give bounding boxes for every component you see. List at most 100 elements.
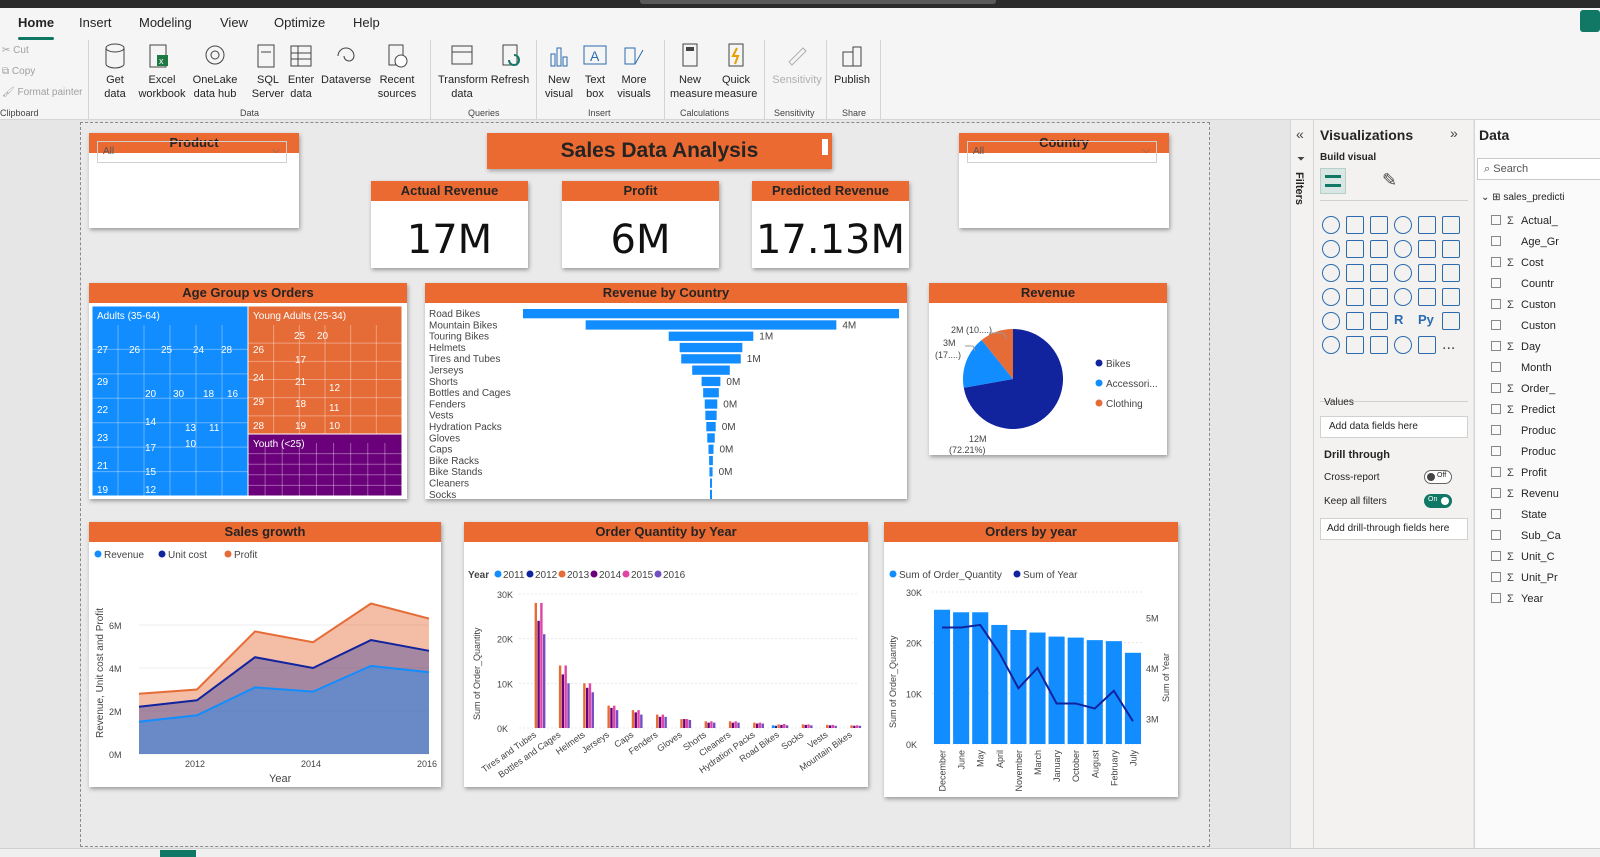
tab-insert[interactable]: Insert	[79, 15, 112, 30]
orders-by-year[interactable]: Orders by year Sum of Order_Quantity Sum …	[884, 522, 1178, 813]
field-checkbox[interactable]	[1491, 446, 1501, 456]
area-icon[interactable]	[1346, 240, 1364, 258]
field-item[interactable]: Σ Year	[1491, 593, 1543, 605]
order-quantity-by-year[interactable]: Order Quantity by Year Year 2011 2012 2013 2…	[464, 522, 868, 803]
narrative-icon[interactable]	[1370, 336, 1388, 354]
more-visuals-dots-icon[interactable]: ...	[1442, 336, 1456, 353]
funnel-viz-icon[interactable]	[1322, 264, 1340, 282]
field-item[interactable]: State	[1491, 509, 1547, 521]
line-column-icon[interactable]	[1394, 240, 1412, 258]
field-checkbox[interactable]	[1491, 530, 1501, 540]
table-node[interactable]: ⌄ ⊞ sales_predicti	[1481, 192, 1565, 203]
field-item[interactable]: Σ Order_	[1491, 383, 1555, 395]
field-item[interactable]: Σ Predict	[1491, 404, 1555, 416]
kpi-icon[interactable]	[1442, 288, 1460, 306]
field-item[interactable]: Produc	[1491, 425, 1556, 437]
waterfall-icon[interactable]	[1442, 240, 1460, 258]
treemap-icon[interactable]	[1418, 264, 1436, 282]
dataverse-button[interactable]: Dataverse	[321, 42, 371, 87]
revenue-by-country-funnel[interactable]: Revenue by Country Road Bikes Mountain Bi…	[425, 283, 907, 501]
tab-optimize[interactable]: Optimize	[274, 15, 326, 30]
more-visuals-button[interactable]: More visuals	[614, 42, 654, 101]
tab-view[interactable]: View	[220, 15, 248, 30]
pie-icon[interactable]	[1370, 264, 1388, 282]
donut-icon[interactable]	[1394, 264, 1412, 282]
field-item[interactable]: Custon	[1491, 320, 1556, 332]
field-item[interactable]: Countr	[1491, 278, 1554, 290]
field-item[interactable]: Σ Day	[1491, 341, 1541, 353]
stacked-bar-icon[interactable]	[1322, 216, 1340, 234]
age-group-treemap[interactable]: Age Group vs Orders Adults (35-64) Young …	[89, 283, 407, 499]
country-dropdown[interactable]: All ⌵	[967, 141, 1157, 163]
field-checkbox[interactable]	[1491, 320, 1501, 330]
excel-workbook-button[interactable]: x Excel workbook	[138, 42, 186, 101]
expand-icon[interactable]: »	[1450, 125, 1458, 141]
card-icon[interactable]	[1394, 288, 1412, 306]
table-viz-icon[interactable]	[1346, 312, 1364, 330]
tab-home[interactable]: Home	[18, 15, 55, 40]
product-dropdown[interactable]: All ⌵	[97, 141, 287, 163]
filters-pane-collapsed[interactable]: « ⏷ Filters	[1290, 120, 1314, 857]
new-measure-button[interactable]: New measure	[670, 42, 713, 101]
field-item[interactable]: Σ Actual_	[1491, 215, 1558, 227]
field-checkbox[interactable]	[1491, 593, 1501, 603]
filled-map-icon[interactable]	[1322, 288, 1340, 306]
scatter-icon[interactable]	[1346, 264, 1364, 282]
field-checkbox[interactable]	[1491, 488, 1501, 498]
100-column-icon[interactable]	[1442, 216, 1460, 234]
cross-report-toggle[interactable]: Off	[1424, 470, 1452, 484]
field-item[interactable]: Σ Cost	[1491, 257, 1544, 269]
tab-help[interactable]: Help	[353, 15, 380, 30]
paginated-icon[interactable]	[1394, 336, 1412, 354]
data-search-input[interactable]: ⌕ Search	[1477, 158, 1600, 180]
field-checkbox[interactable]	[1491, 404, 1501, 414]
ribbon-icon[interactable]	[1418, 240, 1436, 258]
line-icon[interactable]	[1322, 240, 1340, 258]
values-well[interactable]: Add data fields here	[1320, 416, 1468, 438]
field-item[interactable]: Σ Profit	[1491, 467, 1547, 479]
format-painter-button[interactable]: 🖌 Format painter	[2, 87, 83, 98]
field-checkbox[interactable]	[1491, 551, 1501, 561]
sales-growth-area[interactable]: Sales growth Revenue Unit cost Profit 6M 4M 2…	[89, 522, 441, 787]
format-visual-icon[interactable]: ✎	[1382, 170, 1398, 190]
field-checkbox[interactable]	[1491, 362, 1501, 372]
new-visual-button[interactable]: New visual	[544, 42, 574, 101]
field-item[interactable]: Age_Gr	[1491, 236, 1559, 248]
matrix-icon[interactable]	[1370, 312, 1388, 330]
clustered-bar-icon[interactable]	[1370, 216, 1388, 234]
field-item[interactable]: Σ Revenu	[1491, 488, 1559, 500]
product-slicer[interactable]: Product All ⌵	[89, 133, 299, 228]
field-item[interactable]: Sub_Ca	[1491, 530, 1561, 542]
field-checkbox[interactable]	[1491, 341, 1501, 351]
decomp-tree-icon[interactable]	[1322, 336, 1340, 354]
field-item[interactable]: Σ Custon	[1491, 299, 1556, 311]
field-item[interactable]: Σ Unit_C	[1491, 551, 1555, 563]
field-item[interactable]: Σ Unit_Pr	[1491, 572, 1558, 584]
tab-modeling[interactable]: Modeling	[139, 15, 192, 30]
field-checkbox[interactable]	[1491, 215, 1501, 225]
onelake-button[interactable]: OneLake data hub	[183, 42, 247, 101]
field-checkbox[interactable]	[1491, 257, 1501, 267]
stacked-column-icon[interactable]	[1346, 216, 1364, 234]
recent-sources-button[interactable]: Recent sources	[374, 42, 420, 101]
refresh-button[interactable]: Refresh	[490, 42, 530, 87]
transform-data-button[interactable]: Transform data	[438, 42, 488, 101]
collapse-icon[interactable]: «	[1296, 126, 1304, 142]
r-visual-icon[interactable]: R	[1394, 312, 1404, 327]
field-checkbox[interactable]	[1491, 278, 1501, 288]
azure-map-icon[interactable]	[1346, 288, 1364, 306]
text-box-button[interactable]: A Text box	[580, 42, 610, 101]
field-checkbox[interactable]	[1491, 299, 1501, 309]
enter-data-button[interactable]: Enter data	[286, 42, 316, 101]
field-checkbox[interactable]	[1491, 236, 1501, 246]
power-apps-icon[interactable]	[1418, 336, 1436, 354]
field-checkbox[interactable]	[1491, 572, 1501, 582]
drill-through-well[interactable]: Add drill-through fields here	[1320, 518, 1468, 540]
field-item[interactable]: Month	[1491, 362, 1552, 374]
revenue-pie[interactable]: Revenue 2M (10....) 3M (17....) 12M (72.21%)…	[929, 283, 1167, 455]
sensitivity-button[interactable]: Sensitivity	[772, 42, 822, 87]
field-item[interactable]: Produc	[1491, 446, 1556, 458]
cut-button[interactable]: ✂ Cut	[2, 45, 29, 56]
slicer-icon[interactable]	[1322, 312, 1340, 330]
multi-card-icon[interactable]	[1418, 288, 1436, 306]
